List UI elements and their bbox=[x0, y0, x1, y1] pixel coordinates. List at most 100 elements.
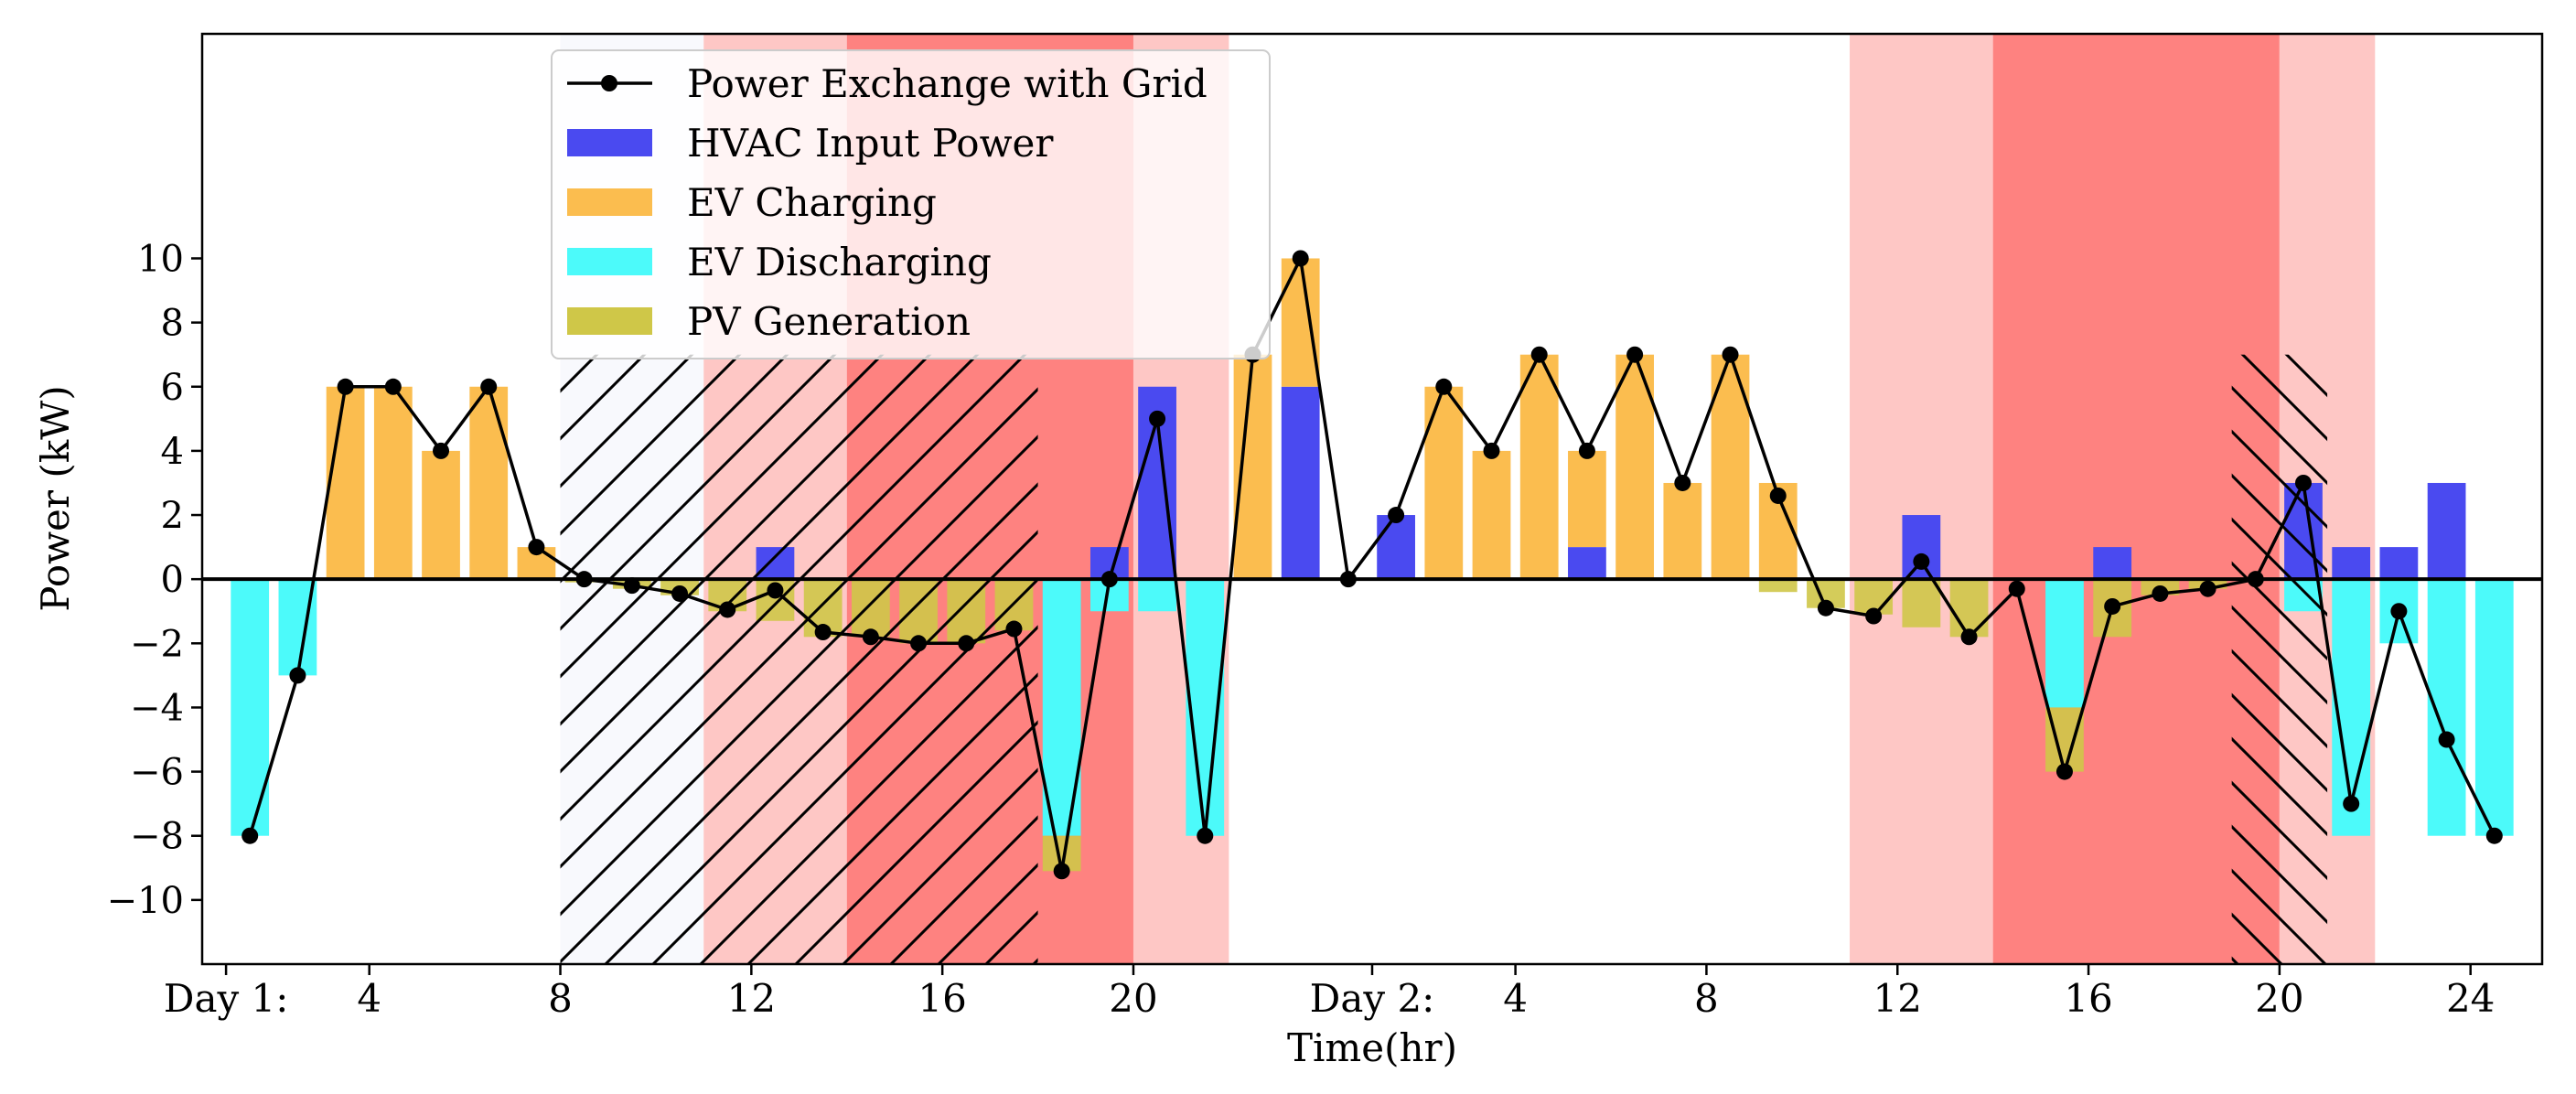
grid-exchange-point bbox=[814, 624, 832, 641]
grid-exchange-point bbox=[2055, 763, 2073, 780]
grid-exchange-point bbox=[1578, 442, 1595, 459]
grid-exchange-point bbox=[2008, 580, 2025, 597]
x-tick-label: 16 bbox=[918, 976, 966, 1021]
grid-exchange-point bbox=[528, 539, 545, 556]
x-tick-label: 4 bbox=[1503, 976, 1528, 1021]
hvac-bar bbox=[2093, 547, 2132, 580]
grid-exchange-point bbox=[1817, 599, 1834, 617]
grid-exchange-point bbox=[1722, 346, 1739, 363]
grid-exchange-point bbox=[958, 635, 975, 652]
hvac-bar bbox=[1377, 515, 1415, 580]
x-tick-label: 12 bbox=[1873, 976, 1922, 1021]
ev-charging-bar bbox=[1519, 354, 1559, 580]
y-tick-label: 6 bbox=[161, 367, 184, 409]
legend-label: HVAC Input Power bbox=[687, 121, 1054, 166]
grid-exchange-point bbox=[2485, 827, 2503, 844]
x-tick-label: 8 bbox=[1694, 976, 1719, 1021]
x-tick-label: Day 1: bbox=[164, 976, 289, 1021]
legend-box bbox=[551, 49, 1271, 359]
y-tick-label: 0 bbox=[161, 559, 184, 601]
pv-generation-bar bbox=[1902, 579, 1941, 627]
grid-exchange-point bbox=[2294, 474, 2312, 491]
legend-label: Power Exchange with Grid bbox=[687, 61, 1208, 106]
ev-charging-bar bbox=[373, 386, 413, 580]
grid-exchange-point bbox=[337, 378, 354, 395]
price-period-mid-3 bbox=[1850, 34, 1993, 964]
y-tick-label: −10 bbox=[107, 880, 184, 922]
grid-exchange-point bbox=[1005, 620, 1023, 638]
legend-label: PV Generation bbox=[687, 299, 971, 344]
legend-bar-swatch bbox=[567, 129, 652, 156]
legend-bar-swatch bbox=[567, 248, 652, 275]
y-tick-label: 8 bbox=[161, 303, 184, 345]
grid-exchange-point bbox=[289, 667, 306, 684]
y-tick-label: −4 bbox=[130, 687, 184, 729]
y-tick-label: 10 bbox=[137, 238, 184, 280]
grid-exchange-point bbox=[719, 601, 736, 618]
y-tick-label: −8 bbox=[130, 816, 184, 858]
grid-exchange-point bbox=[1339, 571, 1357, 588]
y-tick-label: −6 bbox=[130, 752, 184, 794]
grid-exchange-point bbox=[2152, 585, 2169, 602]
grid-exchange-point bbox=[1292, 250, 1309, 267]
pv-generation-bar bbox=[1949, 579, 1989, 638]
x-tick-label: 4 bbox=[357, 976, 381, 1021]
grid-exchange-point bbox=[480, 378, 498, 395]
ev-discharging-bar bbox=[1138, 579, 1176, 612]
ev-discharging-bar bbox=[2474, 579, 2514, 836]
ev-discharging-bar bbox=[2045, 579, 2084, 708]
x-tick-label: 20 bbox=[1109, 976, 1157, 1021]
hvac-bar bbox=[2332, 547, 2371, 580]
x-tick-label: Day 2: bbox=[1310, 976, 1435, 1021]
grid-exchange-point bbox=[575, 571, 593, 588]
ev-charging-bar bbox=[1281, 258, 1320, 387]
y-tick-label: −2 bbox=[130, 623, 184, 665]
hvac-bar bbox=[2379, 547, 2419, 580]
ev-discharging-bar bbox=[231, 579, 270, 836]
grid-exchange-point bbox=[1435, 378, 1453, 395]
legend-marker-swatch bbox=[601, 75, 617, 91]
grid-exchange-point bbox=[1960, 628, 1978, 646]
ev-charging-bar bbox=[1472, 450, 1511, 580]
ev-charging-bar bbox=[1568, 450, 1606, 548]
ev-charging-bar bbox=[422, 450, 460, 580]
legend-bar-swatch bbox=[567, 307, 652, 335]
grid-exchange-point bbox=[1388, 507, 1405, 524]
legend: Power Exchange with Grid HVAC Input Power… bbox=[551, 49, 1271, 359]
grid-exchange-point bbox=[2390, 603, 2408, 620]
y-tick-label: 4 bbox=[161, 431, 184, 473]
ev-charging-bar bbox=[1233, 354, 1272, 580]
pv-generation-bar bbox=[1758, 579, 1798, 593]
legend-label: EV Charging bbox=[687, 180, 937, 225]
hatched-period-1 bbox=[2231, 354, 2328, 964]
grid-exchange-point bbox=[2104, 597, 2121, 615]
grid-exchange-point bbox=[1053, 863, 1070, 880]
ev-charging-bar bbox=[1424, 386, 1464, 580]
price-period-high-4 bbox=[1992, 34, 2280, 964]
grid-exchange-point bbox=[2438, 731, 2455, 748]
grid-exchange-point bbox=[1674, 474, 1691, 491]
ev-charging-bar bbox=[1663, 482, 1702, 580]
hvac-bar bbox=[1281, 386, 1320, 580]
grid-exchange-point bbox=[384, 378, 402, 395]
legend-label: EV Discharging bbox=[687, 240, 992, 284]
x-tick-label: 16 bbox=[2064, 976, 2112, 1021]
grid-exchange-point bbox=[1149, 410, 1166, 427]
grid-exchange-point bbox=[623, 577, 640, 595]
grid-exchange-point bbox=[2199, 580, 2216, 597]
grid-exchange-point bbox=[671, 585, 689, 602]
x-tick-label: 24 bbox=[2446, 976, 2495, 1021]
x-tick-label: 8 bbox=[548, 976, 573, 1021]
grid-exchange-point bbox=[242, 827, 259, 844]
legend-bar-swatch bbox=[567, 188, 652, 216]
hvac-bar bbox=[1568, 547, 1606, 580]
grid-exchange-point bbox=[1913, 552, 1930, 570]
grid-exchange-point bbox=[1626, 346, 1644, 363]
ev-charging-bar bbox=[469, 386, 509, 580]
x-tick-label: 20 bbox=[2255, 976, 2303, 1021]
hvac-bar bbox=[2427, 482, 2466, 580]
grid-exchange-point bbox=[862, 628, 879, 646]
grid-exchange-point bbox=[1197, 827, 1214, 844]
grid-exchange-point bbox=[433, 442, 450, 459]
